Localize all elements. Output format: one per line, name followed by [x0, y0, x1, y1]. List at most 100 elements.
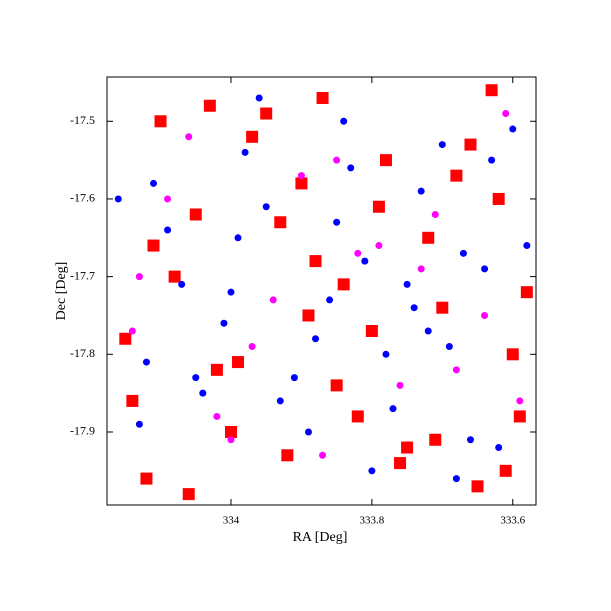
y-tick-label: -17.5 [70, 113, 95, 127]
point [140, 472, 153, 485]
point [509, 125, 517, 133]
point [495, 444, 503, 452]
point [274, 216, 287, 229]
point [227, 288, 235, 296]
point [213, 412, 221, 420]
point [135, 420, 143, 428]
point [164, 226, 172, 234]
point [269, 296, 277, 304]
point [466, 436, 474, 444]
point [471, 480, 484, 493]
point [319, 451, 327, 459]
point [347, 164, 355, 172]
point [337, 278, 350, 291]
point [351, 410, 364, 423]
point [394, 457, 407, 470]
point [135, 273, 143, 281]
point [340, 117, 348, 125]
point [182, 488, 195, 501]
point [516, 397, 524, 405]
point [114, 195, 122, 203]
point [241, 148, 249, 156]
y-tick-label: -17.7 [70, 268, 95, 282]
point [199, 389, 207, 397]
point [316, 91, 329, 104]
point [290, 374, 298, 382]
point [168, 270, 181, 283]
point [220, 319, 228, 327]
point [488, 156, 496, 164]
point [424, 327, 432, 335]
point [178, 280, 186, 288]
point [354, 249, 362, 257]
point [210, 363, 223, 376]
point [224, 425, 237, 438]
point [126, 394, 139, 407]
point [304, 428, 312, 436]
point [232, 356, 245, 369]
point [513, 410, 526, 423]
point [492, 192, 505, 205]
point [297, 172, 305, 180]
point [276, 397, 284, 405]
y-tick-label: -17.6 [70, 191, 95, 205]
point [255, 94, 263, 102]
plot-frame [106, 76, 537, 506]
point [506, 348, 519, 361]
y-tick-label: -17.8 [70, 346, 95, 360]
point [142, 358, 150, 366]
point [502, 110, 510, 118]
point [481, 311, 489, 319]
point [295, 177, 308, 190]
point [246, 130, 259, 143]
point [365, 325, 378, 338]
x-tick-label: 334 [223, 515, 240, 527]
point [431, 210, 439, 218]
point [192, 374, 200, 382]
point [361, 257, 369, 265]
point [154, 115, 167, 128]
y-axis-label: Dec [Deg] [54, 262, 69, 321]
point [248, 343, 256, 351]
point [523, 242, 531, 250]
point [417, 187, 425, 195]
point [403, 280, 411, 288]
point [464, 138, 477, 151]
point [312, 335, 320, 343]
point [368, 467, 376, 475]
point [438, 141, 446, 149]
point [128, 327, 136, 335]
point [436, 301, 449, 314]
point [485, 84, 498, 97]
point [185, 133, 193, 141]
point [330, 379, 343, 392]
point [333, 156, 341, 164]
plot-area [114, 84, 533, 501]
point [203, 99, 216, 112]
point [379, 154, 392, 167]
point [452, 366, 460, 374]
point [309, 255, 322, 268]
x-tick-label: 333.8 [359, 515, 384, 527]
point [227, 436, 235, 444]
point [382, 350, 390, 358]
point [326, 296, 334, 304]
point [234, 234, 242, 242]
point [149, 179, 157, 187]
point [450, 169, 463, 182]
x-axis-label: RA [Deg] [293, 530, 348, 545]
point [189, 208, 202, 221]
y-tick-label: -17.9 [70, 424, 95, 438]
x-tick-label: 333.6 [500, 515, 525, 527]
point [396, 381, 404, 389]
point [372, 200, 385, 213]
point [281, 449, 294, 462]
point [417, 265, 425, 273]
point [459, 249, 467, 257]
point [452, 475, 460, 483]
point [119, 332, 132, 345]
point [147, 239, 160, 252]
point [520, 286, 533, 299]
point [445, 343, 453, 351]
